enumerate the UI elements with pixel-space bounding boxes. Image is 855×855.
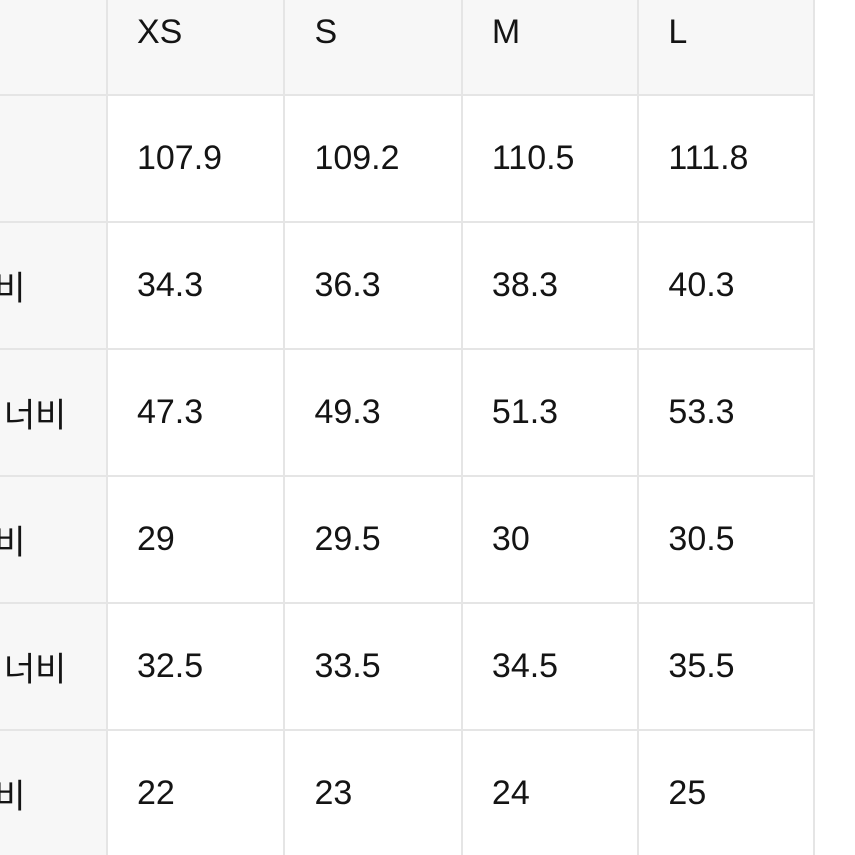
cell: 33.5	[284, 603, 461, 730]
table-row: 이 너비47.349.351.353.3	[0, 349, 814, 476]
cell: 40.3	[638, 222, 814, 349]
col-header-m: M	[462, 0, 639, 95]
cell: 51.3	[462, 349, 639, 476]
cell: 32.5	[107, 603, 284, 730]
table-row: 너비34.336.338.340.3	[0, 222, 814, 349]
table-row: 이107.9109.2110.5111.8	[0, 95, 814, 222]
cell: 49.3	[284, 349, 461, 476]
row-label: 이	[0, 95, 107, 222]
cell: 110.5	[462, 95, 639, 222]
cell: 29.5	[284, 476, 461, 603]
cell: 34.5	[462, 603, 639, 730]
table-row: 너비22232425	[0, 730, 814, 855]
table-row: 지 너비32.533.534.535.5	[0, 603, 814, 730]
cell: 35.5	[638, 603, 814, 730]
cell: 25	[638, 730, 814, 855]
viewport: XSSML이107.9109.2110.5111.8너비34.336.338.3…	[0, 0, 855, 855]
row-label: 너비	[0, 222, 107, 349]
cell: 36.3	[284, 222, 461, 349]
cell: 34.3	[107, 222, 284, 349]
cell: 30	[462, 476, 639, 603]
cell: 107.9	[107, 95, 284, 222]
cell: 53.3	[638, 349, 814, 476]
cell: 30.5	[638, 476, 814, 603]
cell: 111.8	[638, 95, 814, 222]
cell: 22	[107, 730, 284, 855]
cell: 24	[462, 730, 639, 855]
row-label: 너비	[0, 476, 107, 603]
cell: 38.3	[462, 222, 639, 349]
corner-cell	[0, 0, 107, 95]
col-header-xs: XS	[107, 0, 284, 95]
row-label: 이 너비	[0, 349, 107, 476]
cell: 47.3	[107, 349, 284, 476]
col-header-l: L	[638, 0, 814, 95]
col-header-s: S	[284, 0, 461, 95]
cell: 109.2	[284, 95, 461, 222]
cell: 29	[107, 476, 284, 603]
cell: 23	[284, 730, 461, 855]
row-label: 지 너비	[0, 603, 107, 730]
size-table: XSSML이107.9109.2110.5111.8너비34.336.338.3…	[0, 0, 815, 855]
table-row: 너비2929.53030.5	[0, 476, 814, 603]
row-label: 너비	[0, 730, 107, 855]
